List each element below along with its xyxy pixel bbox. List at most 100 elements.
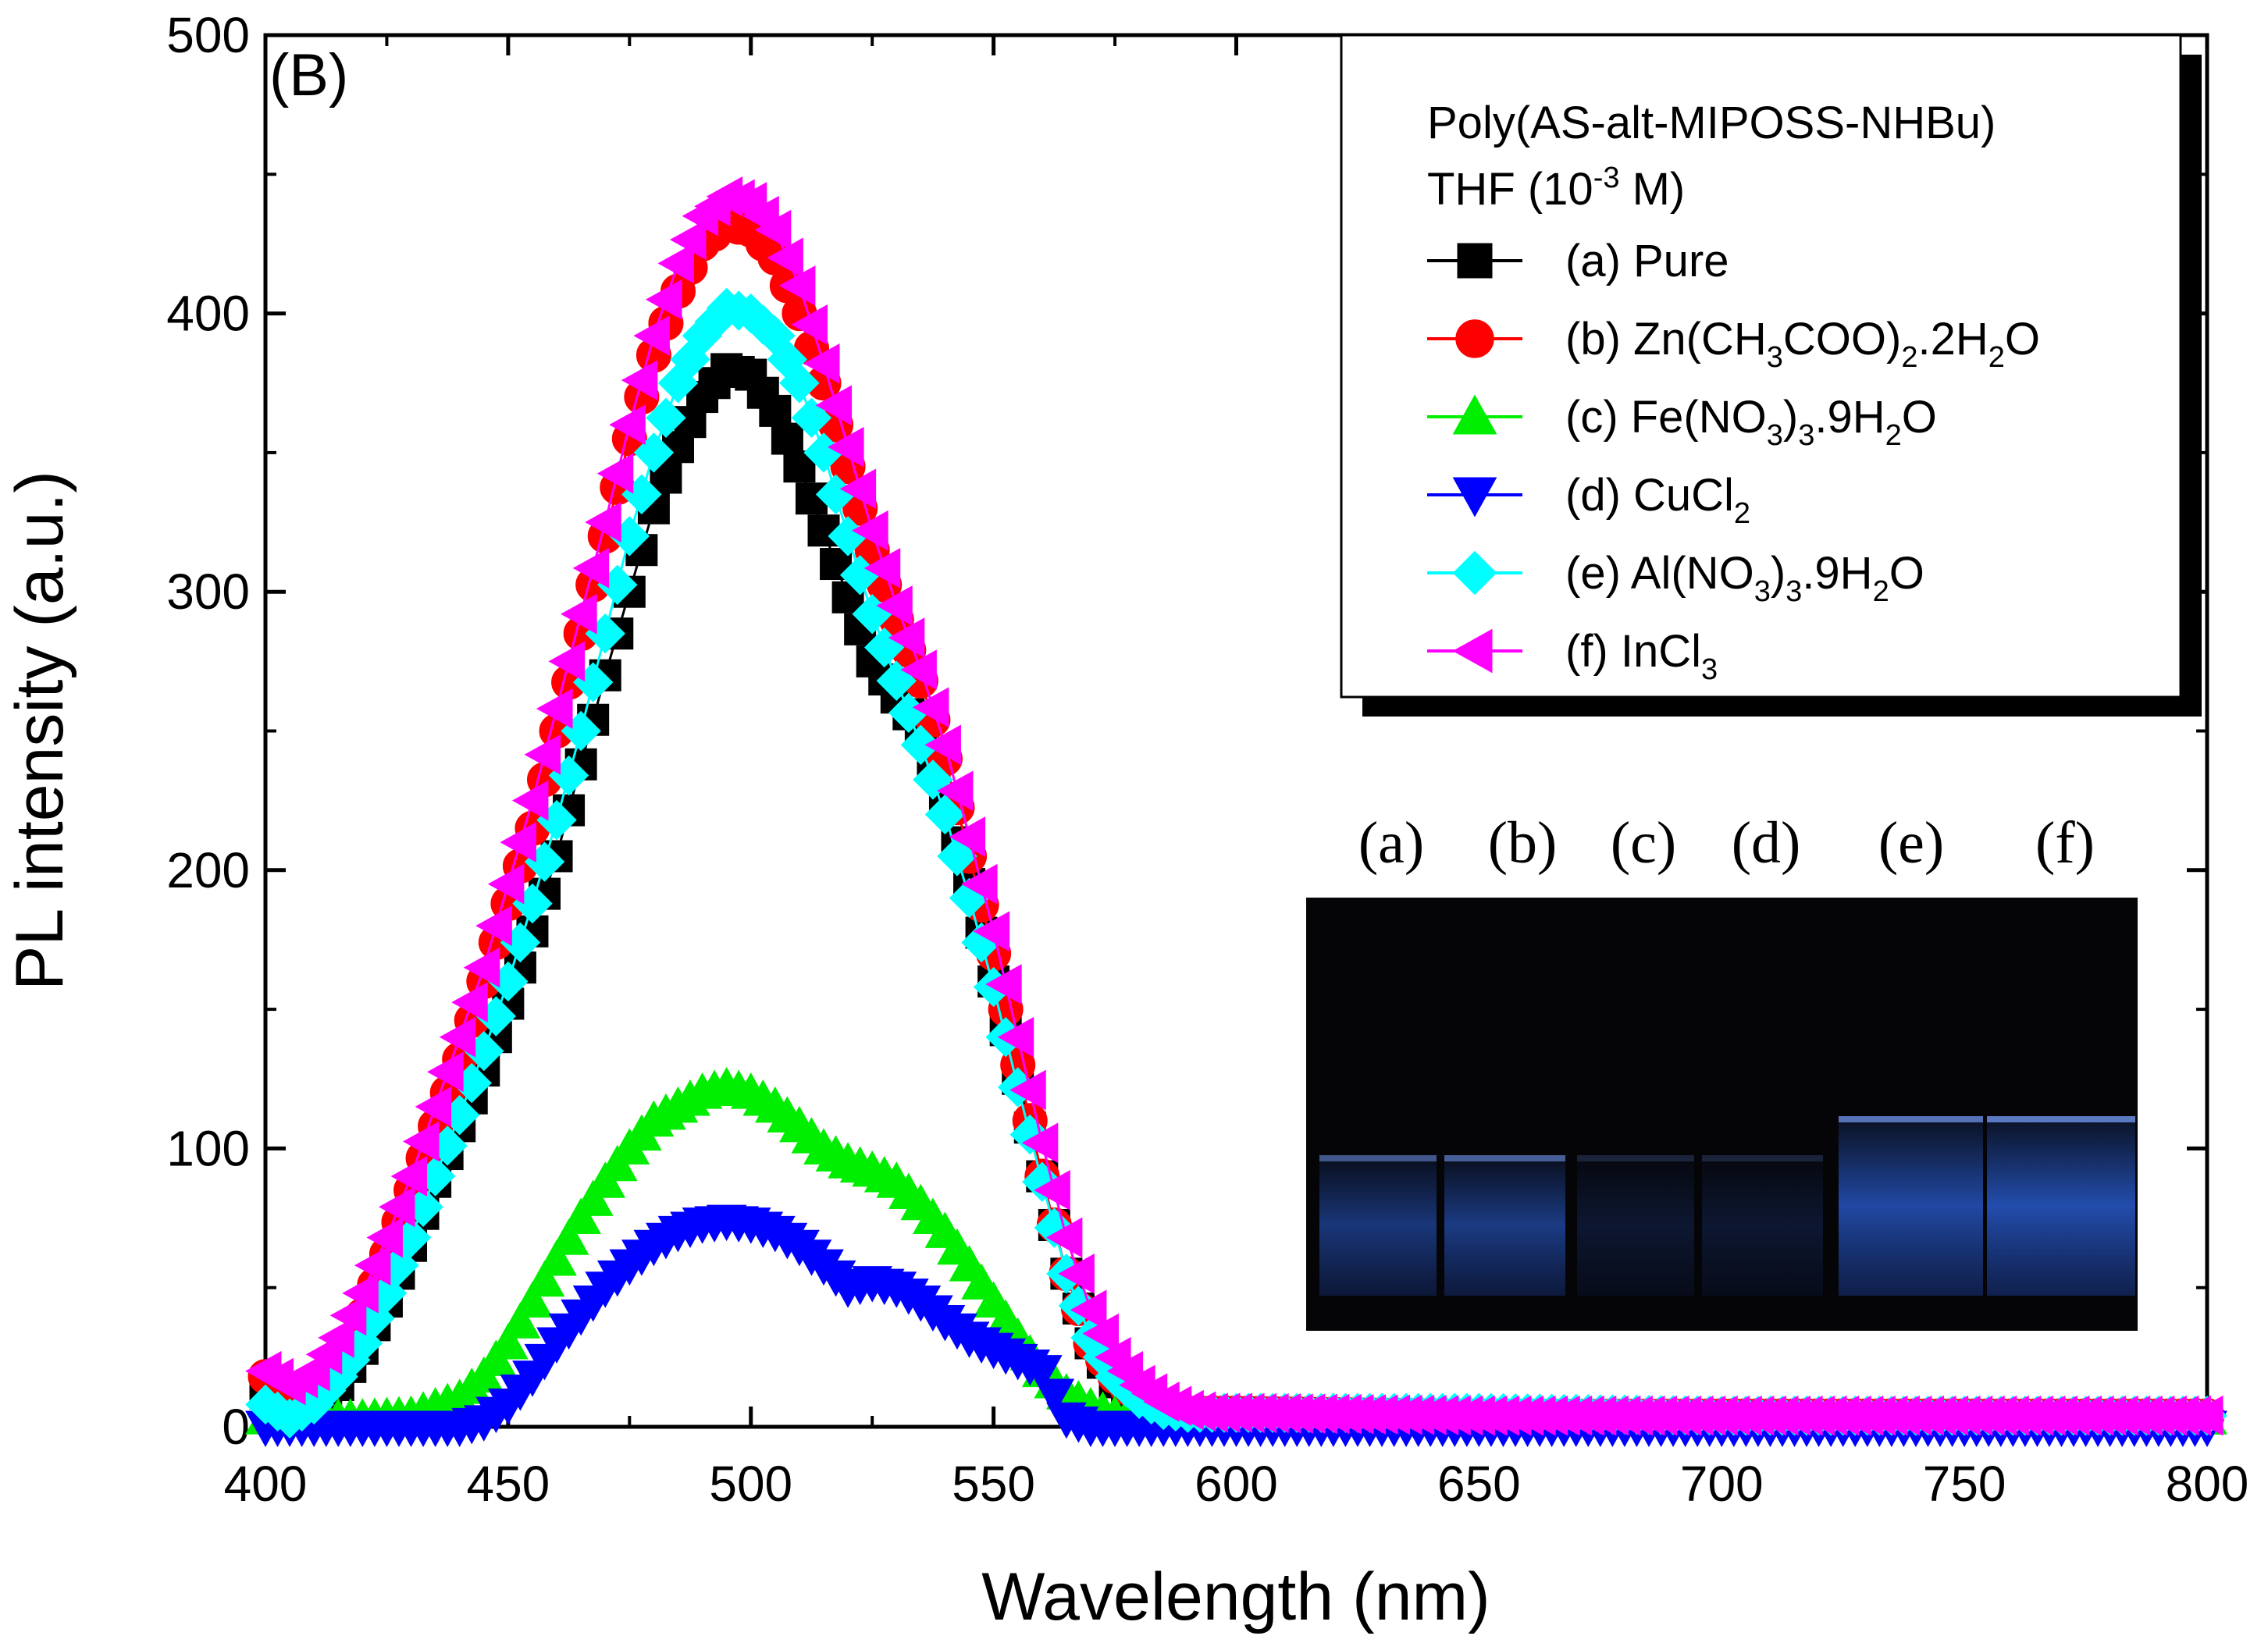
series-c-marker [488,1322,529,1360]
series-c-marker [524,1260,565,1297]
series-f-marker [524,734,561,775]
vial-glow [1319,1155,1437,1296]
y-axis-ticks: 0 100 200 300 400 500 [166,7,2207,1455]
x-tick-label: 650 [1437,1456,1521,1512]
series-c-marker [548,1218,589,1255]
x-tick-label: 550 [952,1456,1035,1512]
x-tick-label: 400 [224,1456,308,1512]
vial-glow [1444,1155,1565,1296]
legend-label-d: (d) CuCl2 [1565,470,1750,530]
series-f-marker [973,911,1010,952]
series-f-marker [828,426,864,468]
vial-glow [1987,1116,2135,1296]
vial-meniscus [1319,1155,1437,1161]
series-f-marker [936,770,974,812]
vial-label: (a) [1358,810,1424,876]
panel-label: (B) [269,42,348,108]
vial-label: (b) [1488,810,1558,876]
series-f-marker [439,1016,476,1058]
series-f-marker [487,863,525,905]
y-tick-label: 0 [222,1399,250,1455]
series-e-marker [924,794,966,835]
series-f-marker [1070,1289,1107,1331]
x-tick-label: 700 [1680,1456,1764,1512]
series-f-marker [415,1086,452,1127]
vial-glow [1577,1155,1694,1296]
series-e-marker [900,724,942,766]
series-f-marker [815,385,853,426]
x-tick-label: 450 [466,1456,550,1512]
series-f-marker [511,780,549,821]
y-tick-label: 500 [166,7,250,63]
vial-label: (e) [1878,810,1944,876]
series-f-marker [645,279,682,320]
series-f-marker [767,237,803,279]
vial-meniscus [1444,1155,1565,1161]
y-axis-label: PL intensity (a.u.) [2,471,77,990]
series-d-marker [1034,1378,1075,1416]
series-f-marker [863,548,901,589]
series-c-marker [536,1239,577,1276]
series-a-marker [771,422,803,455]
series-c-marker [512,1281,553,1318]
vial-glow [1702,1155,1823,1296]
series-f-marker [900,649,937,690]
vial-3 [1577,1155,1694,1296]
series-f-marker [852,510,888,551]
series-f-marker [548,641,586,682]
series-f-marker [585,502,621,542]
legend-marker-f [1452,628,1493,674]
series-f-marker [621,360,658,401]
series-f-marker [912,687,949,728]
series-f-marker [342,1272,379,1314]
series-f-marker [1045,1217,1083,1258]
legend-title-solvent: THF (10-3 M) [1427,162,1685,215]
legend-label-c: (c) Fe(NO3)3.9H2O [1565,392,1937,452]
legend-entries: (a) Pure (b) Zn(CH3COO)2.2H2O (c) Fe(NO3)3… [1427,236,2040,686]
series-f-marker [609,404,646,446]
series-f-marker [329,1295,367,1336]
series-f-marker [2186,1395,2223,1436]
vial-meniscus [1839,1116,1983,1122]
series-f-marker [670,219,707,260]
vial-2 [1444,1155,1565,1296]
series-f-marker [1058,1254,1095,1294]
series-f-marker [985,964,1022,1005]
series-f [244,176,2223,1436]
x-axis-label: Wavelength (nm) [981,1559,1490,1634]
legend-marker-e [1452,550,1497,596]
vial-meniscus [1987,1116,2135,1122]
series-f-marker [572,548,610,589]
vial-photo-inset: (a) (b) (c) (d) (e) (f) [1306,810,2138,1331]
series-f-marker [754,209,792,251]
series-a-marker [759,394,792,427]
series-c-marker [500,1302,541,1339]
x-axis-ticks: 400 450 500 550 600 650 700 750 800 [224,35,2248,1512]
series-f-marker [997,1016,1034,1058]
series-f-marker [366,1217,403,1258]
series-f-marker [463,947,500,988]
series-f-marker [378,1186,415,1228]
vial-meniscus [1702,1155,1823,1161]
series-f-marker [475,905,512,946]
vial-label: (d) [1732,810,1801,876]
vial-label: (c) [1611,810,1676,876]
series-f-marker [500,822,536,862]
series-e-marker [646,397,686,439]
y-tick-label: 300 [166,564,250,620]
series-f-marker [427,1051,464,1093]
series-f-marker [318,1318,354,1358]
series-e-marker [779,363,820,404]
vial-5 [1839,1116,1983,1296]
series-f-marker [633,315,670,356]
series-f-marker [1021,1122,1059,1164]
series-f-marker [924,724,961,766]
legend-marker-a [1457,243,1493,279]
y-tick-label: 400 [166,286,250,342]
vial-meniscus [1577,1155,1694,1161]
legend-marker-c [1452,394,1497,435]
series-f-marker [888,617,925,658]
vial-label: (f) [2035,810,2095,876]
series-f-marker [354,1245,391,1286]
